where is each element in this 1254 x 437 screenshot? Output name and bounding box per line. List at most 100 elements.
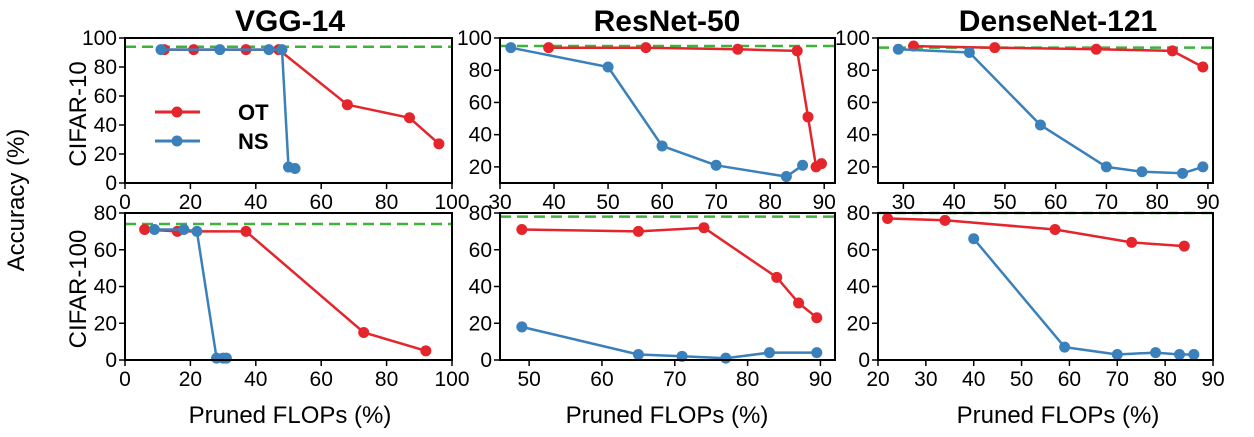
data-point-ot (793, 297, 805, 309)
data-point-ot (403, 112, 415, 124)
series-line-ot (164, 48, 440, 145)
data-point-ot (1197, 61, 1209, 73)
y-tick-label: 20 (847, 156, 870, 179)
xlabel-densenet121: Pruned FLOPs (%) (957, 402, 1160, 429)
data-point-ns (1188, 348, 1200, 360)
data-point-ns (1034, 119, 1046, 131)
data-point-ot (632, 225, 644, 237)
x-tick-label: 30 (892, 191, 915, 214)
data-point-ns (148, 224, 160, 236)
x-tick-label: 70 (1106, 368, 1129, 391)
series-line-ns (510, 46, 804, 178)
y-tick-label: 80 (847, 59, 870, 82)
x-tick-label: 70 (663, 368, 686, 391)
x-tick-label: 80 (375, 368, 398, 391)
data-point-ot (791, 45, 803, 57)
plot-frame (877, 212, 1214, 361)
data-point-ot (420, 345, 432, 357)
y-tick-label: 0 (858, 349, 870, 372)
data-point-ns (797, 159, 809, 171)
series-line-ot (144, 228, 427, 352)
y-tick-label: 0 (105, 172, 117, 195)
data-point-ot (139, 224, 151, 236)
y-tick-label: 0 (105, 349, 117, 372)
x-tick-label: 60 (650, 191, 673, 214)
series-line-ot (913, 44, 1204, 69)
x-tick-label: 0 (119, 368, 131, 391)
y-tick-label: 40 (94, 114, 117, 137)
data-point-ns (1136, 166, 1148, 178)
x-tick-label: 60 (310, 191, 333, 214)
data-point-ns (220, 352, 232, 364)
data-point-ot (771, 271, 783, 283)
x-tick-label: 30 (488, 191, 511, 214)
y-tick-label: 40 (847, 276, 870, 299)
x-tick-label: 0 (119, 191, 131, 214)
y-tick-label: 40 (847, 124, 870, 147)
data-point-ot (802, 111, 814, 123)
y-tick-label: 60 (94, 239, 117, 262)
x-tick-label: 90 (1201, 368, 1224, 391)
data-point-ns (289, 163, 301, 174)
y-tick-label: 80 (469, 59, 492, 82)
x-tick-label: 80 (1145, 191, 1168, 214)
data-point-ns (1174, 348, 1185, 360)
y-tick-label: 60 (847, 91, 870, 114)
column-title-densenet121: DenseNet-121 (959, 5, 1157, 38)
series-line-ot (548, 46, 823, 169)
x-tick-label: 80 (736, 368, 759, 391)
data-point-ns (1100, 161, 1112, 173)
data-point-ns (892, 43, 904, 55)
x-tick-label: 80 (758, 191, 781, 214)
panel-4: 50 60 70 80 90 0 20 40 60 80 (469, 202, 836, 391)
data-point-ns (963, 47, 975, 58)
x-tick-label: 50 (596, 191, 619, 214)
y-tick-label: 60 (94, 85, 117, 108)
x-tick-label: 90 (1196, 191, 1219, 214)
data-point-ns (276, 44, 288, 56)
series-line-ot (521, 226, 818, 319)
plot-frame (124, 212, 453, 361)
y-tick-label: 60 (847, 239, 870, 262)
data-point-ot (698, 222, 710, 234)
series-line-ns (898, 48, 1204, 175)
column-title-vgg14: VGG-14 (235, 5, 345, 38)
xlabel-resnet50: Pruned FLOPs (%) (566, 402, 769, 429)
y-tick-label: 80 (94, 56, 117, 79)
y-tick-label: 40 (94, 276, 117, 299)
panel-1: 30 40 50 60 70 80 90 20 40 60 80 100 (457, 27, 836, 214)
legend-label-ns: NS (238, 129, 269, 154)
data-point-ns (720, 352, 732, 364)
x-tick-label: 50 (993, 191, 1016, 214)
data-point-ot (939, 214, 951, 226)
legend: OT NS (155, 100, 269, 154)
data-point-ns (780, 171, 792, 183)
panel-0: 0 20 40 60 80 100 0 20 40 60 80 100 (82, 27, 470, 214)
x-tick-label: 20 (179, 191, 202, 214)
data-point-ns (505, 42, 517, 54)
y-tick-label: 100 (457, 27, 492, 50)
x-tick-label: 40 (942, 191, 965, 214)
x-tick-label: 100 (434, 368, 469, 391)
row-label-cifar100: CIFAR-100 (65, 230, 92, 349)
legend-marker-ot (171, 106, 183, 118)
y-tick-label: 80 (469, 202, 492, 225)
xlabel-vgg14: Pruned FLOPs (%) (189, 402, 392, 429)
plot-frame (499, 212, 836, 361)
data-point-ns (968, 233, 980, 245)
y-tick-label: 60 (469, 91, 492, 114)
x-tick-label: 90 (809, 368, 832, 391)
data-point-ot (433, 138, 445, 150)
data-point-ns (516, 321, 528, 333)
data-point-ns (1197, 161, 1209, 173)
data-point-ns (214, 44, 226, 56)
column-title-resnet50: ResNet-50 (594, 5, 741, 38)
data-point-ot (358, 326, 370, 338)
x-tick-label: 60 (1058, 368, 1081, 391)
data-point-ot (815, 158, 827, 170)
x-tick-label: 20 (866, 368, 889, 391)
y-tick-label: 20 (94, 312, 117, 335)
